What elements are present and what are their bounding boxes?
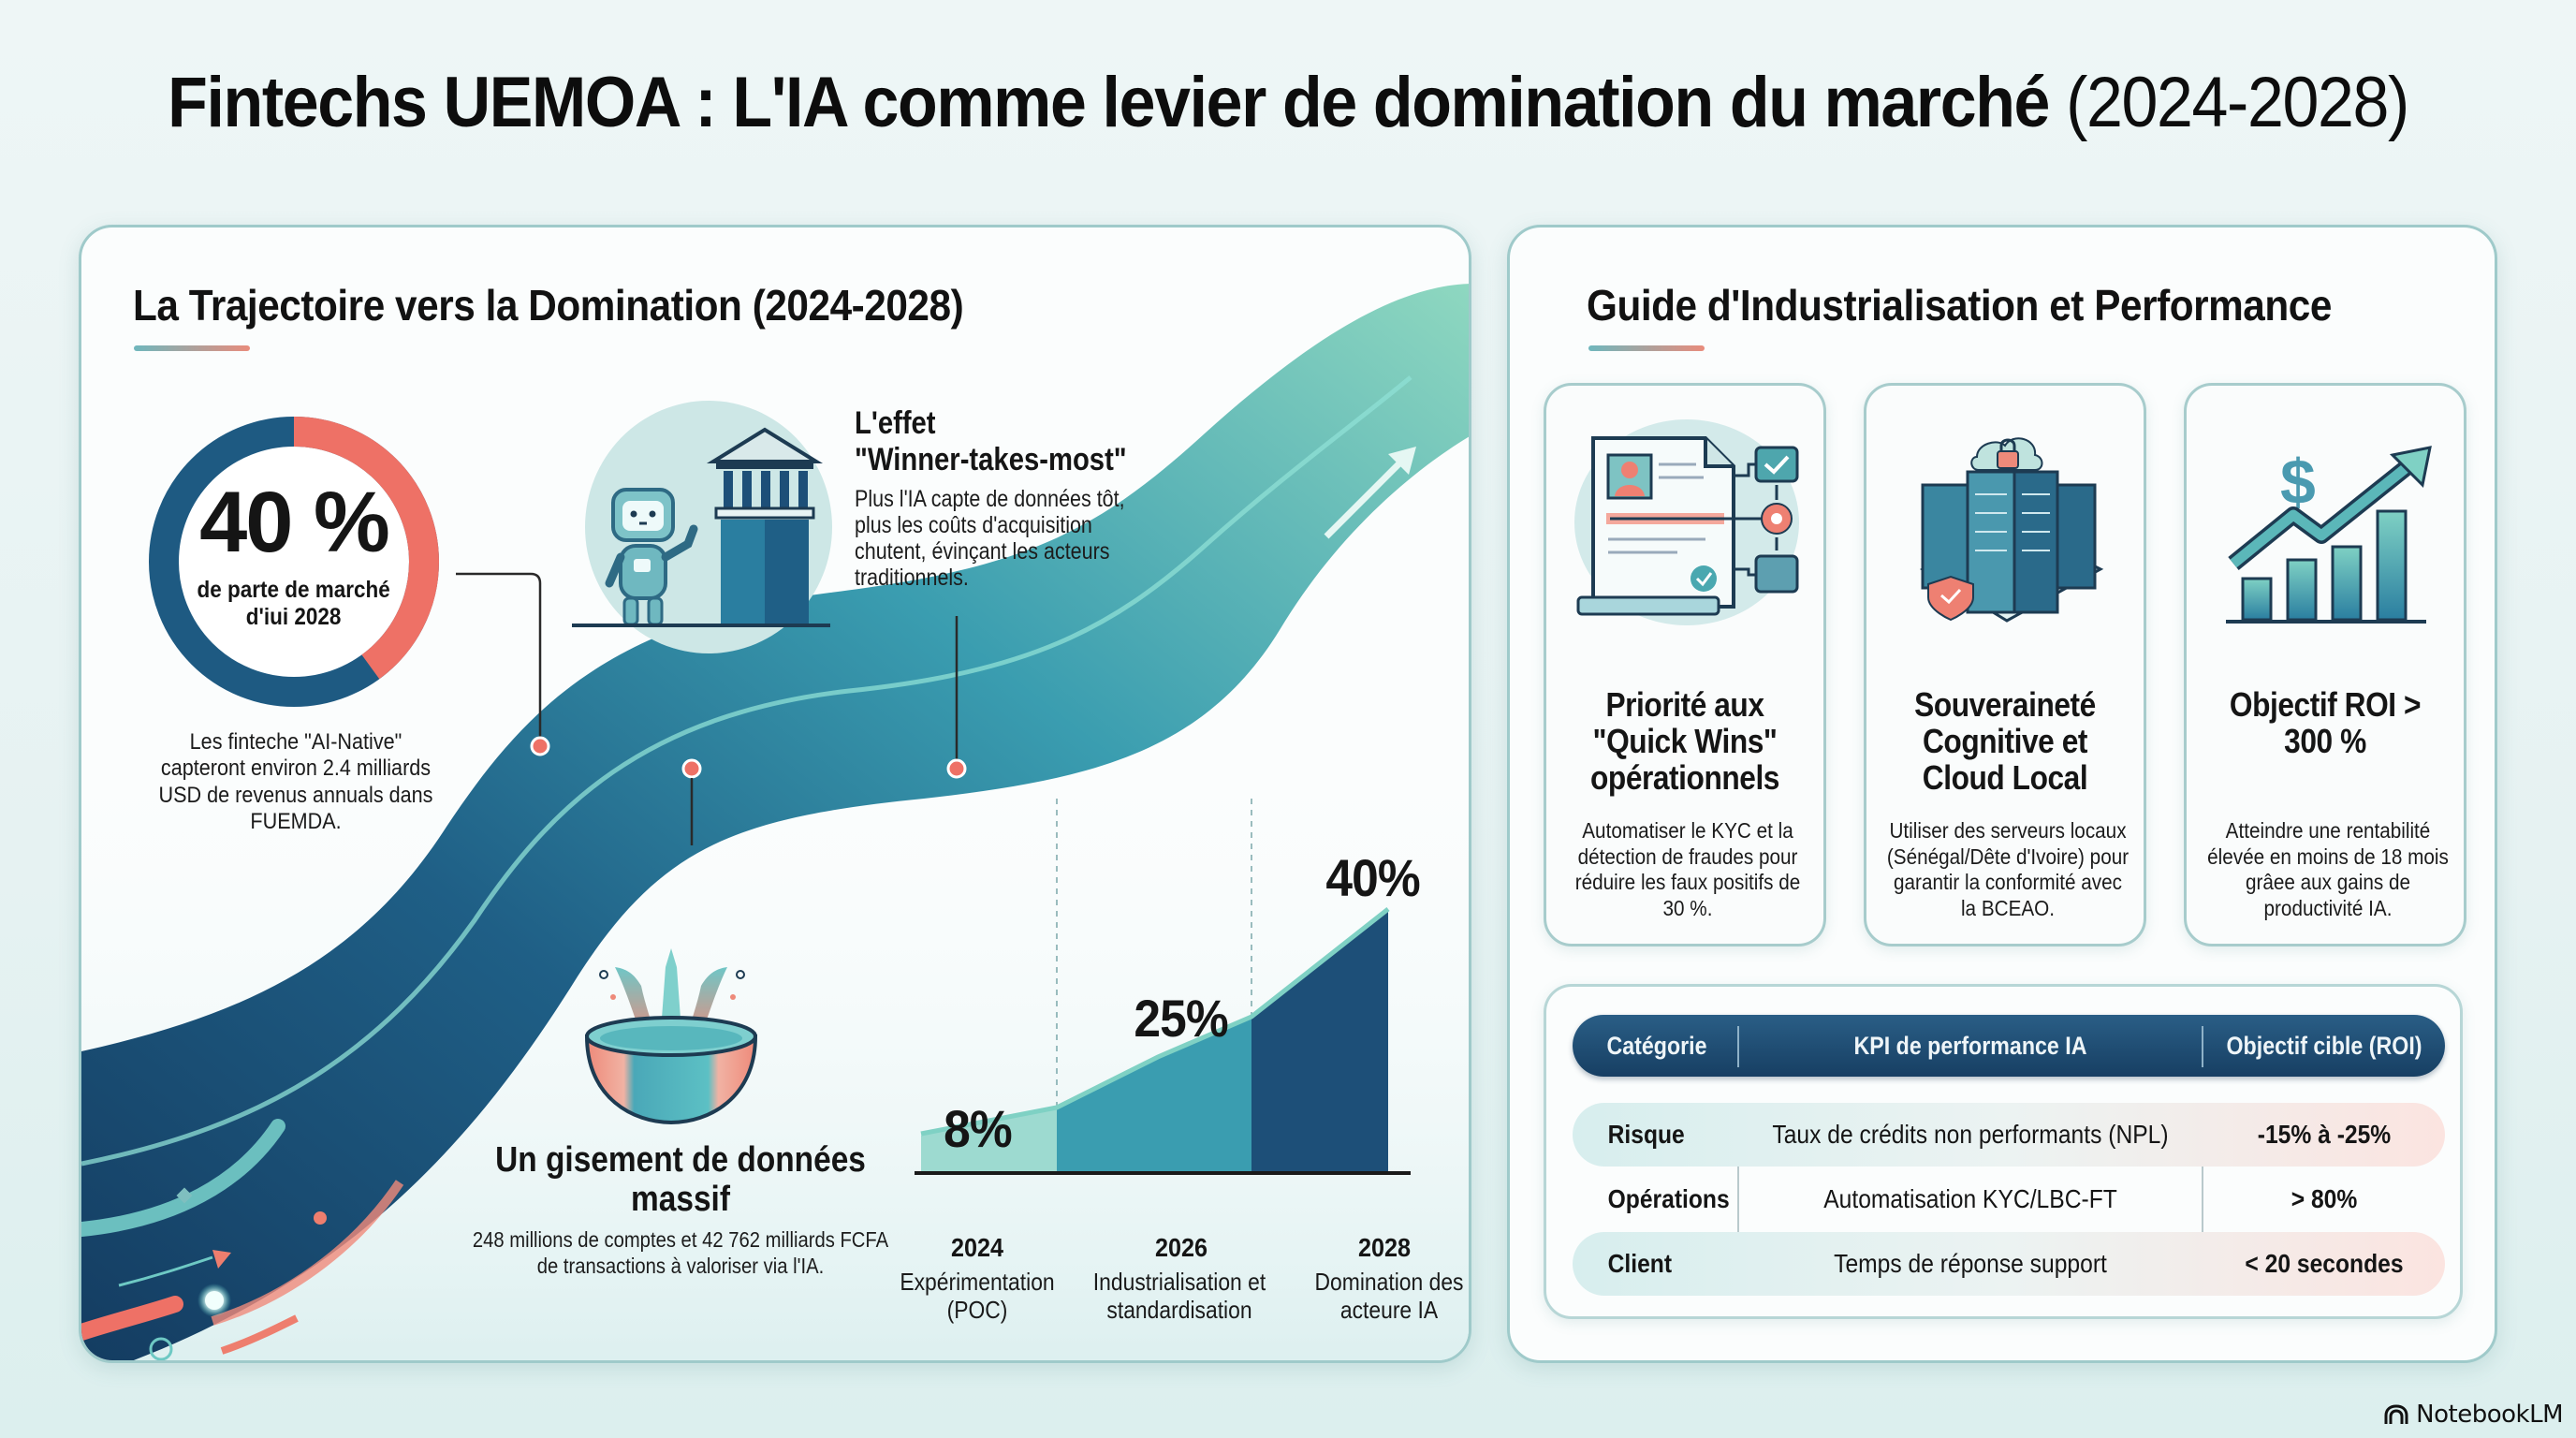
row-target: > 80%	[2291, 1184, 2358, 1213]
timeline-year-2026: 2026	[1154, 1233, 1208, 1262]
page-title: Fintechs UEMOA : L'IA comme levier de do…	[103, 62, 2473, 143]
timeline-phase-2024: Expérimentation (POC)	[900, 1268, 1055, 1324]
row-kpi: Automatisation KYC/LBC-FT	[1823, 1184, 2117, 1213]
winner-desc-line: traditionnels.	[855, 565, 969, 591]
winner-title-line2: "Winner-takes-most"	[855, 442, 1127, 478]
kpi-table: Catégorie KPI de performance IA Objectif…	[1544, 984, 2463, 1319]
industrialisation-panel-title: Guide d'Industrialisation et Performance	[1587, 281, 2332, 330]
table-row: Risque Taux de crédits non performants (…	[1573, 1103, 2445, 1167]
timeline-year-2024: 2024	[950, 1233, 1004, 1262]
row-kpi: Temps de réponse support	[1834, 1249, 2107, 1278]
chart-label-2028: 40%	[1325, 848, 1420, 907]
notebooklm-brand: NotebookLM	[2384, 1401, 2563, 1429]
donut-description: Les finteche "AI-Native" capteront envir…	[158, 729, 433, 834]
card-description: Automatiser le KYC et la détection de fr…	[1574, 818, 1801, 920]
robot-bank-illustration	[572, 401, 832, 653]
trajectory-panel: La Trajectoire vers la Domination (2024-…	[79, 225, 1471, 1363]
card-title: Souveraineté Cognitive et Cloud Local	[1914, 685, 2096, 797]
card-sovereignty: Souveraineté Cognitive et Cloud Local Ut…	[1864, 383, 2146, 946]
row-category: Risque	[1607, 1120, 1685, 1149]
donut-label-line1: de parte de marché	[197, 577, 391, 604]
winner-takes-most-title: L'effet "Winner-takes-most"	[855, 405, 1127, 478]
donut-value: 40 %	[199, 475, 390, 571]
winner-title-line1: L'effet	[855, 405, 936, 441]
header-divider	[1737, 1026, 1739, 1067]
industrialisation-panel: Guide d'Industrialisation et Performance	[1507, 225, 2497, 1363]
winner-desc-line: plus les coûts d'acquisition	[855, 512, 1092, 538]
svg-text:$: $	[2280, 447, 2316, 518]
data-reservoir-description: 248 millions de comptes et 42 762 millia…	[472, 1227, 889, 1278]
market-share-area-chart	[915, 799, 1411, 1175]
row-category: Client	[1607, 1249, 1673, 1278]
donut-ring-icon	[149, 417, 439, 707]
market-share-donut: 40 % de parte de marché d'iui 2028	[145, 413, 443, 711]
secure-server-cloud-icon	[1920, 437, 2104, 623]
chart-label-2026: 25%	[1134, 989, 1228, 1048]
column-divider	[2202, 1103, 2203, 1296]
row-kpi: Taux de crédits non performants (NPL)	[1772, 1120, 2169, 1149]
data-reservoir-title: Un gisement de données massif	[495, 1140, 866, 1219]
card-description: Utiliser des serveurs locaux (Sénégal/Dê…	[1886, 818, 2130, 920]
card-title: Objectif ROI > 300 %	[2229, 685, 2422, 760]
data-bowl-icon	[584, 948, 758, 1125]
card-quick-wins: Priorité aux "Quick Wins" opérationnels …	[1544, 383, 1826, 946]
kpi-header-kpi: KPI de performance IA	[1853, 1032, 2087, 1060]
card-title: Priorité aux "Quick Wins" opérationnels	[1589, 685, 1779, 797]
column-divider	[1737, 1103, 1739, 1296]
card-roi: $ Objectif ROI > 300 % Atteindre une ren…	[2184, 383, 2466, 946]
bank-building-icon	[706, 427, 824, 624]
winner-desc-line: chutent, évinçant les acteurs	[855, 538, 1110, 565]
kpi-header-target: Objectif cible (ROI)	[2226, 1032, 2422, 1060]
roi-growth-chart-icon: $	[2226, 446, 2432, 624]
title-underline	[134, 345, 250, 351]
donut-label: de parte de marché d'iui 2028	[198, 577, 390, 631]
chart-label-2024: 8%	[944, 1099, 1013, 1158]
kpi-header-category: Catégorie	[1606, 1032, 1707, 1060]
timeline-phase-2028: Domination des acteure IA	[1314, 1268, 1464, 1324]
card-description: Atteindre une rentabilité élevée en moin…	[2207, 818, 2449, 920]
table-row: Opérations Automatisation KYC/LBC-FT > 8…	[1573, 1167, 2445, 1231]
winner-takes-most-description: Plus l'IA capte de données tôt, plus les…	[855, 486, 1125, 591]
brand-label: NotebookLM	[2416, 1401, 2563, 1429]
trajectory-panel-title: La Trajectoire vers la Domination (2024-…	[133, 281, 964, 330]
kyc-document-gear-icon	[1574, 419, 1799, 625]
table-row: Client Temps de réponse support < 20 sec…	[1573, 1232, 2445, 1296]
header-divider	[2202, 1026, 2203, 1067]
notebooklm-logo-icon	[2384, 1404, 2408, 1424]
page-title-years: (2024-2028)	[2066, 63, 2409, 142]
row-target: -15% à -25%	[2257, 1120, 2392, 1149]
kpi-table-header: Catégorie KPI de performance IA Objectif…	[1573, 1015, 2445, 1077]
row-category: Opérations	[1607, 1184, 1730, 1213]
page-title-main: Fintechs UEMOA : L'IA comme levier de do…	[168, 63, 2050, 142]
row-target: < 20 secondes	[2245, 1249, 2404, 1278]
winner-desc-line: Plus l'IA capte de données tôt,	[855, 486, 1125, 512]
timeline-phase-2026: Industrialisation et standardisation	[1092, 1268, 1266, 1324]
robot-icon	[605, 488, 698, 626]
timeline-year-2028: 2028	[1357, 1233, 1412, 1262]
title-underline	[1588, 345, 1705, 351]
donut-label-line2: d'iui 2028	[246, 604, 342, 630]
